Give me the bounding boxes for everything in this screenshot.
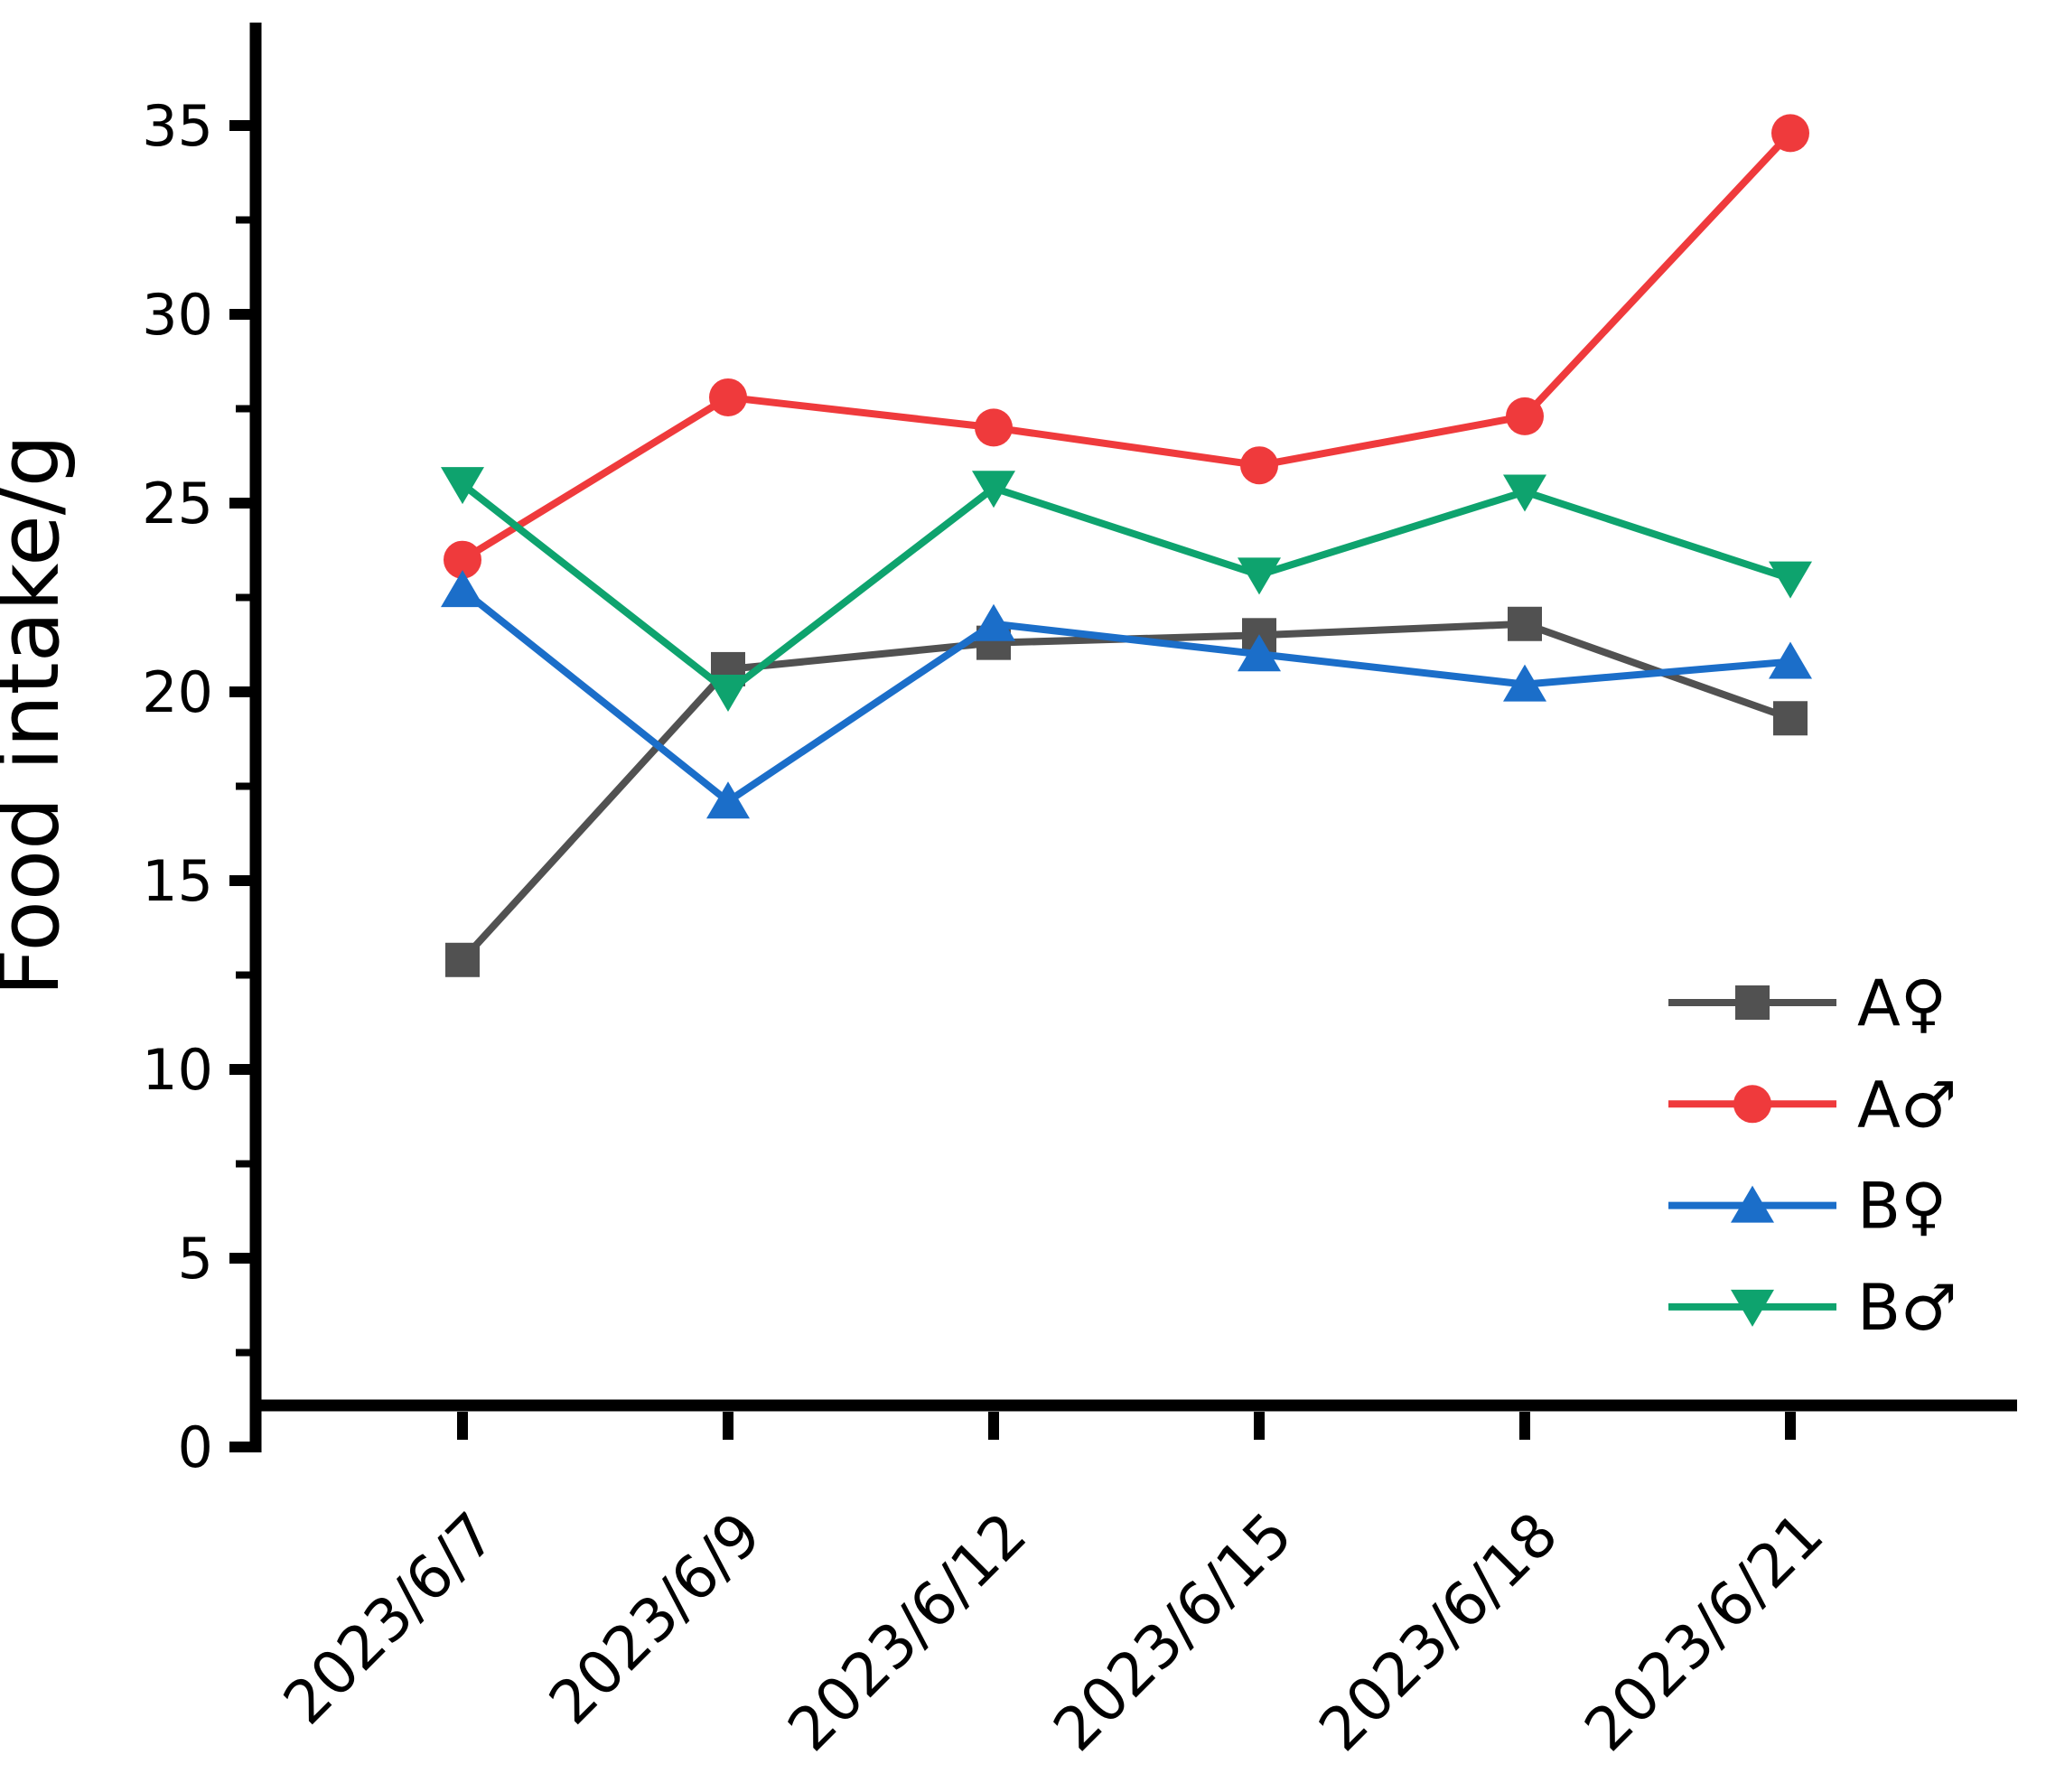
series-3-marker: [1238, 557, 1281, 595]
series-3-marker: [706, 675, 750, 712]
x-tick-label: 2023/6/12: [775, 1499, 1041, 1765]
series-1-marker: [444, 540, 481, 579]
x-tick-label: 2023/6/15: [1041, 1499, 1306, 1765]
series-3-marker: [1503, 474, 1546, 512]
legend-label: A♂: [1857, 1068, 1957, 1142]
legend-item-2: B♀: [1668, 1170, 1947, 1244]
series-1-line: [459, 129, 1794, 564]
legend-label: A♀: [1857, 966, 1947, 1041]
series-2-marker: [1238, 634, 1281, 672]
x-tick-label: 2023/6/21: [1572, 1499, 1837, 1765]
legend-marker: [1731, 1185, 1774, 1223]
series-3-marker: [972, 471, 1015, 509]
x-tick-label: 2023/6/9: [536, 1499, 774, 1738]
series-2-marker: [441, 570, 484, 608]
series-0-marker: [1773, 701, 1808, 736]
legend-marker: [1731, 1289, 1774, 1327]
series-1-marker: [1240, 446, 1278, 485]
series-2-marker: [1769, 641, 1812, 679]
series-1-marker: [1771, 114, 1809, 153]
series-3-marker: [441, 467, 484, 505]
plot-area: [441, 114, 1812, 977]
legend-label: B♀: [1857, 1170, 1947, 1244]
y-tick-label: 0: [178, 1414, 213, 1480]
series-2-marker: [972, 603, 1015, 641]
series-3: [441, 467, 1812, 712]
series-2-line: [459, 586, 1794, 806]
series-0: [445, 606, 1808, 977]
series-2: [441, 570, 1812, 819]
series-3-line: [459, 481, 1794, 695]
series-2-marker: [1503, 664, 1546, 702]
legend-marker: [1735, 985, 1770, 1020]
series-0-line: [459, 620, 1794, 964]
legend-marker: [1733, 1085, 1771, 1124]
series-1-marker: [709, 378, 747, 416]
y-axis-title: Food intake/g: [0, 434, 78, 996]
y-tick-label: 20: [142, 659, 213, 725]
x-tick-label: 2023/6/7: [270, 1499, 509, 1738]
x-tick-label: 2023/6/18: [1306, 1499, 1572, 1765]
series-1-marker: [975, 408, 1013, 447]
y-tick-label: 10: [142, 1037, 213, 1103]
series-0-marker: [445, 942, 480, 977]
legend-item-1: A♂: [1668, 1068, 1957, 1142]
series-2-marker: [706, 781, 750, 819]
series-3-marker: [1769, 561, 1812, 599]
series-1: [444, 114, 1809, 579]
series-1-marker: [1506, 397, 1544, 435]
legend-item-0: A♀: [1668, 966, 1947, 1041]
y-tick-label: 15: [142, 848, 213, 914]
y-tick-label: 30: [142, 282, 213, 348]
y-tick-label: 35: [142, 93, 213, 159]
legend: A♀ A♂ B♀ B♂: [1668, 966, 1957, 1345]
y-tick-label: 25: [142, 471, 213, 537]
y-tick-label: 5: [178, 1226, 213, 1292]
legend-label: B♂: [1857, 1271, 1957, 1345]
series-0-marker: [1508, 606, 1542, 641]
legend-item-3: B♂: [1668, 1271, 1957, 1345]
